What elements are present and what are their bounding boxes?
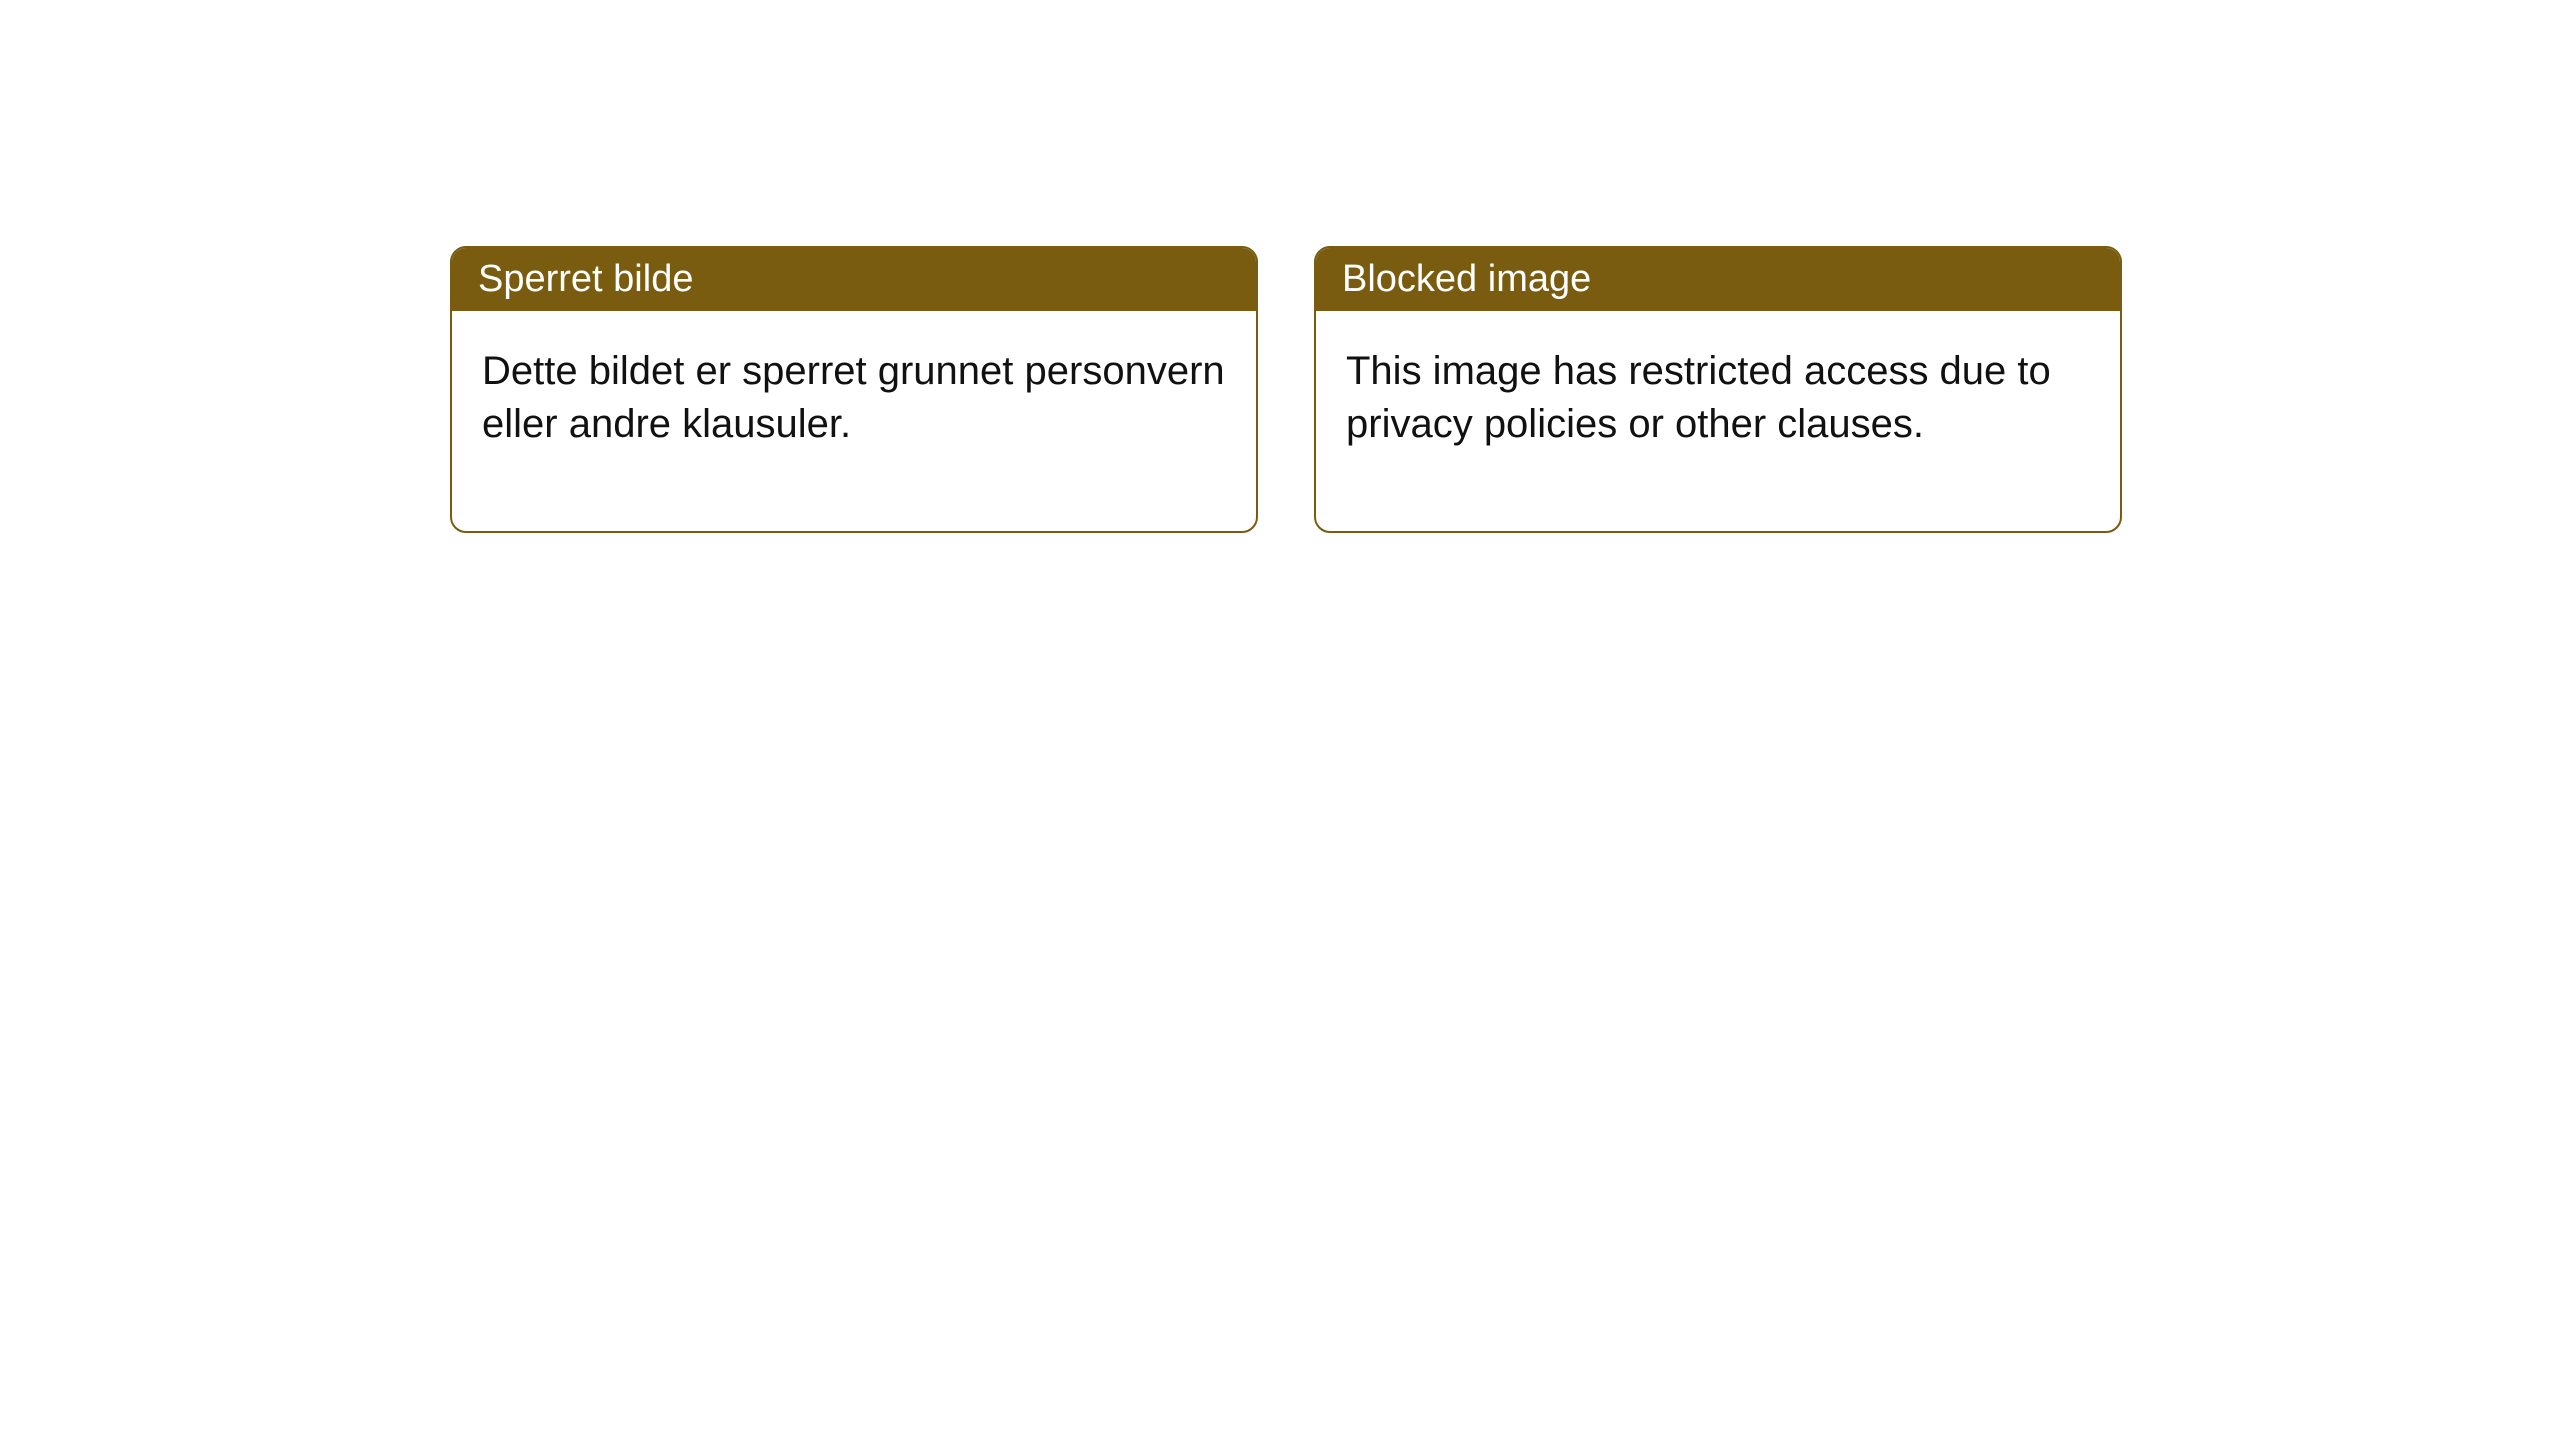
notice-box-english: Blocked image This image has restricted …	[1314, 246, 2122, 533]
notice-body-norwegian: Dette bildet er sperret grunnet personve…	[452, 311, 1256, 531]
notice-box-norwegian: Sperret bilde Dette bildet er sperret gr…	[450, 246, 1258, 533]
notice-title-english: Blocked image	[1316, 248, 2120, 311]
notice-title-norwegian: Sperret bilde	[452, 248, 1256, 311]
notice-container: Sperret bilde Dette bildet er sperret gr…	[0, 0, 2560, 533]
notice-body-english: This image has restricted access due to …	[1316, 311, 2120, 531]
